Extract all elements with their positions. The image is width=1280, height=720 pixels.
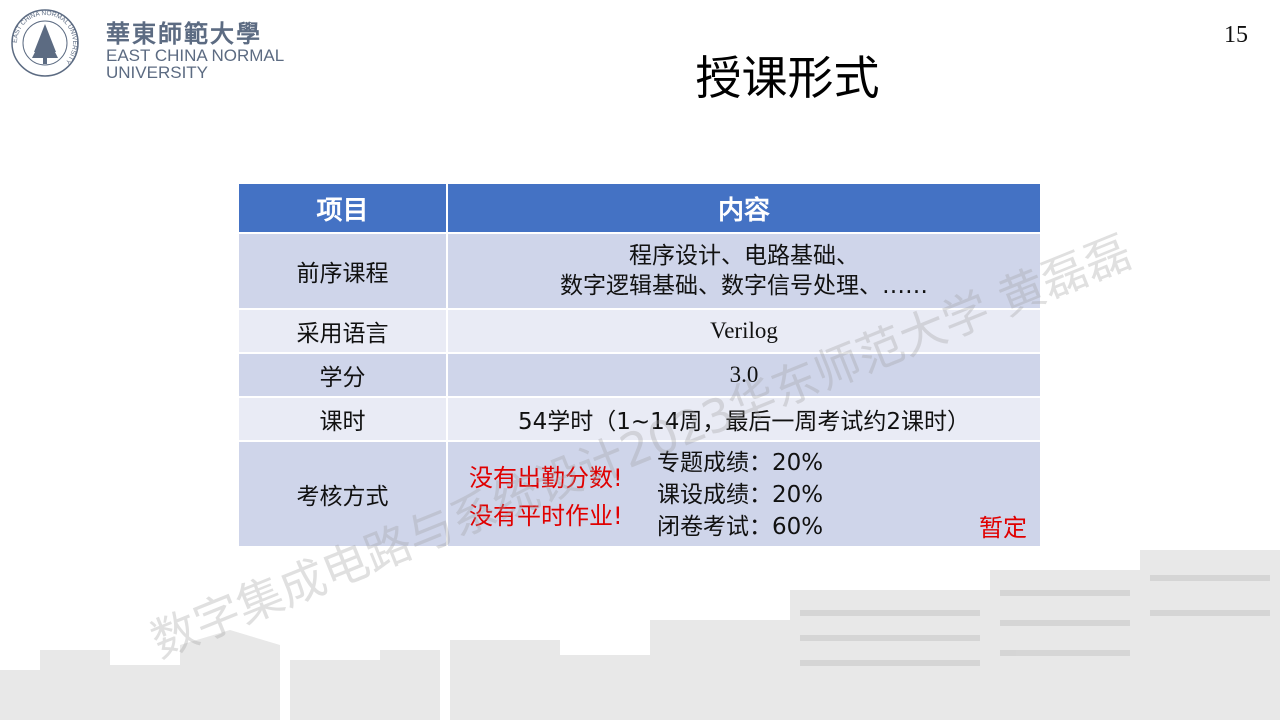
table-row: 课时 54学时（1~14周，最后一周考试约2课时） (238, 397, 1041, 441)
header-item: 项目 (238, 183, 447, 233)
prerequisites-line2: 数字逻辑基础、数字信号处理、…… (449, 271, 1039, 301)
slide-title: 授课形式 (0, 42, 1280, 108)
component-exam-score: 闭卷考试：60% (657, 511, 823, 543)
prerequisites-line1: 程序设计、电路基础、 (449, 241, 1039, 271)
table-row: 前序课程 程序设计、电路基础、 数字逻辑基础、数字信号处理、…… (238, 233, 1041, 309)
row-item-prerequisites: 前序课程 (238, 233, 447, 309)
tentative-label: 暂定 (979, 508, 1027, 543)
row-content-hours: 54学时（1~14周，最后一周考试约2课时） (447, 397, 1041, 441)
table-row: 考核方式 没有出勤分数! 没有平时作业! 专题成绩：20% 课设成绩：20% 闭… (238, 441, 1041, 547)
note-no-homework: 没有平时作业! (469, 497, 623, 535)
row-content-credits: 3.0 (447, 353, 1041, 397)
course-format-table: 项目 内容 前序课程 程序设计、电路基础、 数字逻辑基础、数字信号处理、…… 采… (237, 182, 1042, 548)
header-content: 内容 (447, 183, 1041, 233)
assessment-cell: 没有出勤分数! 没有平时作业! 专题成绩：20% 课设成绩：20% 闭卷考试：6… (449, 443, 1039, 545)
row-content-prerequisites: 程序设计、电路基础、 数字逻辑基础、数字信号处理、…… (447, 233, 1041, 309)
component-project-score: 课设成绩：20% (657, 479, 823, 511)
assessment-notes: 没有出勤分数! 没有平时作业! (469, 459, 623, 535)
note-no-attendance: 没有出勤分数! (469, 459, 623, 497)
row-content-language: Verilog (447, 309, 1041, 353)
table-row: 采用语言 Verilog (238, 309, 1041, 353)
row-item-credits: 学分 (238, 353, 447, 397)
row-item-assessment: 考核方式 (238, 441, 447, 547)
table-header-row: 项目 内容 (238, 183, 1041, 233)
component-topic-score: 专题成绩：20% (657, 447, 823, 479)
row-item-language: 采用语言 (238, 309, 447, 353)
campus-background-image (0, 550, 1280, 720)
table-row: 学分 3.0 (238, 353, 1041, 397)
row-content-assessment: 没有出勤分数! 没有平时作业! 专题成绩：20% 课设成绩：20% 闭卷考试：6… (447, 441, 1041, 547)
row-item-hours: 课时 (238, 397, 447, 441)
assessment-components: 专题成绩：20% 课设成绩：20% 闭卷考试：60% (657, 447, 823, 543)
